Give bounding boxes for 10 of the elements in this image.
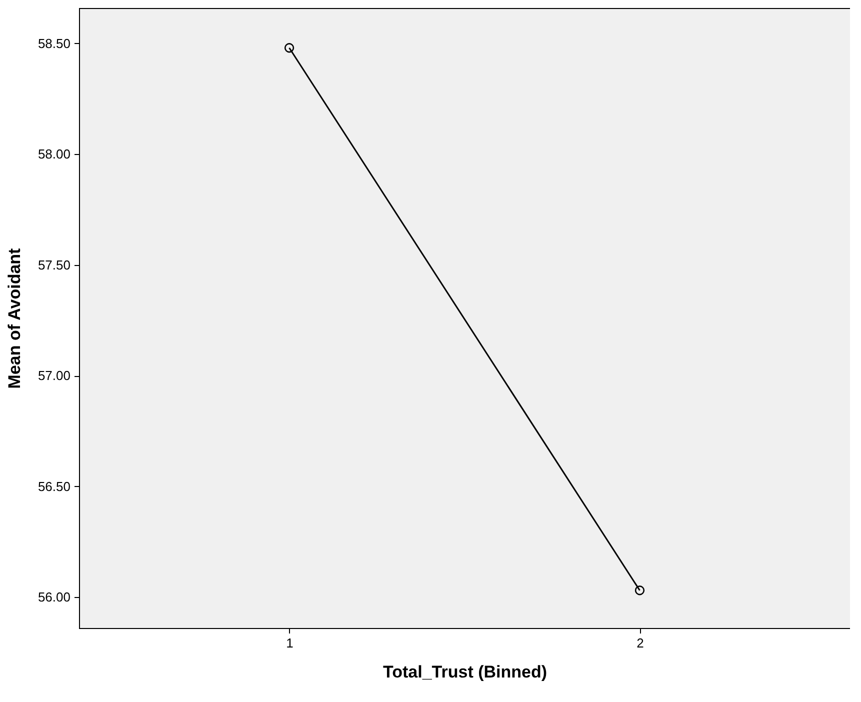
- y-tick-label: 56.00: [38, 590, 70, 604]
- y-tick-label: 57.00: [38, 368, 70, 384]
- x-axis-title: Total_Trust (Binned): [382, 662, 548, 682]
- y-tick-label: 58.00: [38, 146, 70, 162]
- y-tick-label: 56.50: [38, 478, 70, 494]
- y-tick-label: 57.50: [38, 257, 70, 272]
- x-tick-label: 2: [636, 636, 644, 650]
- y-tick-label: 58.50: [38, 36, 70, 51]
- x-tick-label: 1: [286, 636, 294, 650]
- y-axis-title: Mean of Avoidant: [4, 248, 24, 389]
